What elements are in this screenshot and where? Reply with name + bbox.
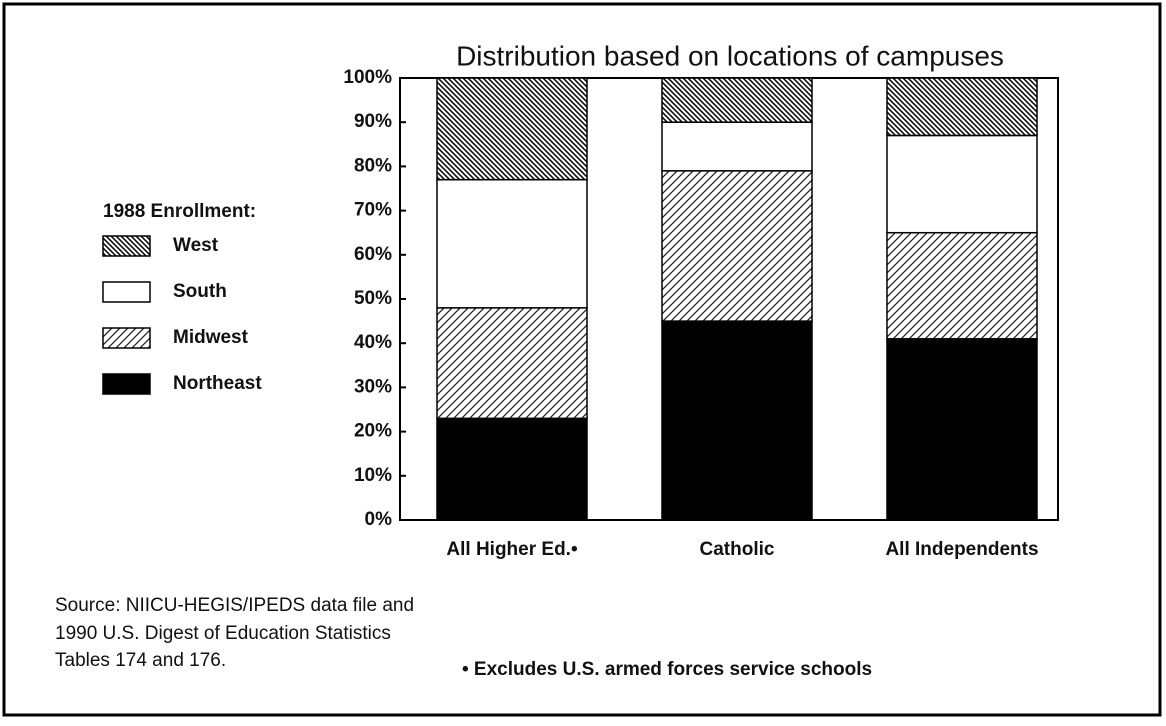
source-line: 1990 U.S. Digest of Education Statistics [55,623,391,644]
bar-segment [661,320,813,521]
legend-label: West [173,235,219,256]
y-tick-label: 30% [354,376,392,397]
bar-segment [886,231,1038,340]
legend-label: Northeast [173,373,262,394]
source-line: Source: NIICU-HEGIS/IPEDS data file and [55,595,414,616]
y-tick-label: 100% [343,67,392,88]
y-tick-label: 60% [354,244,392,265]
legend-title: 1988 Enrollment: [103,201,256,222]
bar-segment [661,77,813,123]
bar-segment [661,121,813,172]
legend-label: Midwest [173,327,249,348]
x-tick-label: All Independents [885,539,1038,560]
footnote: • Excludes U.S. armed forces service sch… [462,659,872,680]
bar-segment [436,178,588,309]
y-tick-label: 40% [354,332,392,353]
y-tick-label: 80% [354,155,392,176]
bar-segment [886,77,1038,137]
legend-swatch [102,281,151,303]
legend-swatch [102,327,151,349]
y-tick-label: 90% [354,111,392,132]
bar-segment [436,417,588,521]
x-tick-label: All Higher Ed.• [446,539,578,560]
x-tick-label: Catholic [700,539,775,560]
legend-label: South [173,281,227,302]
y-tick-label: 20% [354,421,392,442]
chart-title: Distribution based on locations of campu… [456,40,1004,71]
bar-segment [436,307,588,420]
y-tick-label: 50% [354,288,392,309]
bar-segment [661,170,813,322]
legend-swatch [102,373,151,395]
bar-segment [886,134,1038,234]
bar-segment [886,338,1038,521]
y-tick-label: 10% [354,465,392,486]
bar-segment [436,77,588,181]
y-tick-label: 0% [365,509,393,530]
frame [2,2,1162,717]
y-tick-label: 70% [354,200,392,221]
source-line: Tables 174 and 176. [55,650,226,671]
legend-swatch [102,235,151,257]
